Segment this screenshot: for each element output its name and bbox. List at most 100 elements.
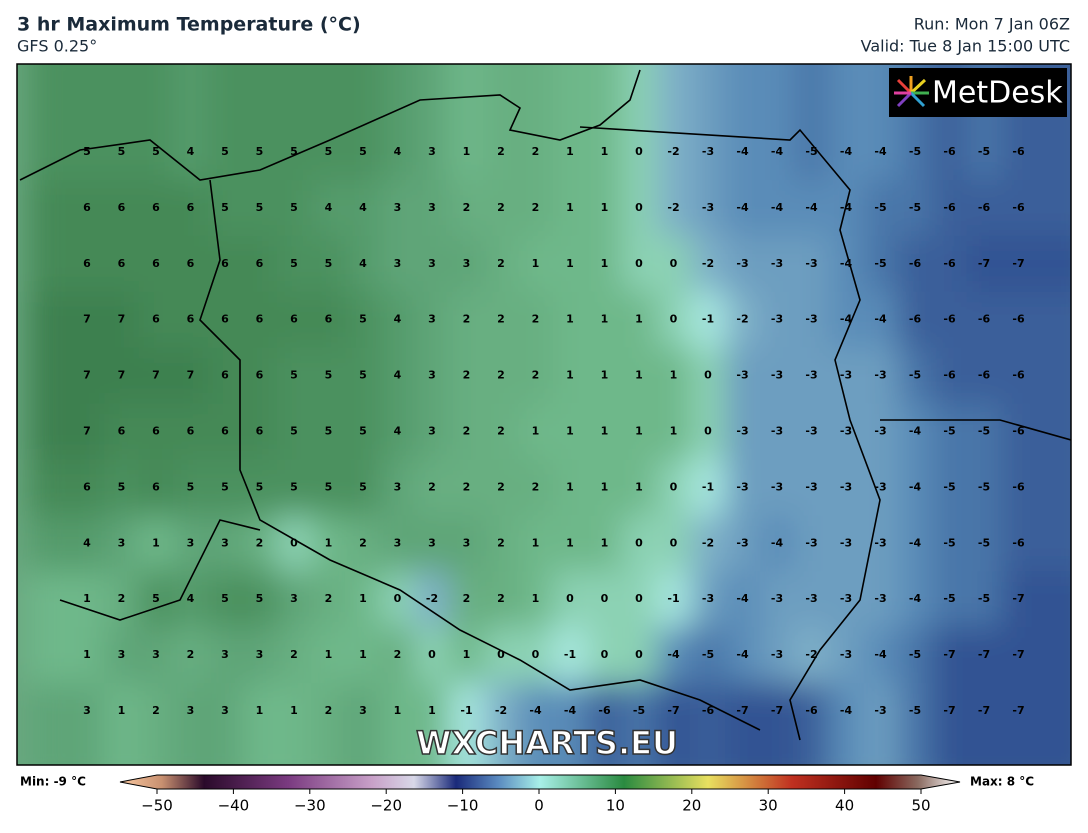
grid-value: 6 — [187, 257, 195, 270]
field-cell — [794, 403, 830, 461]
field-cell — [1001, 179, 1071, 237]
grid-value: 2 — [187, 648, 195, 661]
grid-value: -3 — [874, 425, 886, 438]
field-cell — [690, 403, 727, 461]
grid-value: 2 — [497, 313, 505, 326]
field-cell — [345, 64, 382, 181]
field-cell — [725, 459, 761, 517]
grid-value: 5 — [256, 480, 264, 493]
grid-value: 5 — [359, 145, 367, 158]
grid-value: -5 — [978, 145, 990, 158]
field-cell — [414, 515, 451, 573]
field-cell — [932, 627, 968, 685]
field-cell — [104, 683, 140, 765]
field-cell — [483, 571, 520, 629]
grid-value: 2 — [325, 704, 333, 717]
field-cell — [518, 403, 554, 461]
grid-value: -3 — [840, 648, 852, 661]
grid-value: 5 — [290, 201, 298, 214]
field-cell — [759, 291, 796, 349]
grid-value: 2 — [532, 369, 540, 382]
field-cell — [27, 571, 106, 629]
field-cell — [518, 459, 554, 517]
field-cell — [794, 683, 830, 765]
grid-value: 2 — [463, 201, 471, 214]
grid-value: 2 — [497, 536, 505, 549]
grid-value: 4 — [394, 369, 402, 382]
grid-value: -6 — [978, 313, 991, 326]
grid-value: 6 — [256, 425, 264, 438]
field-cell — [656, 347, 692, 405]
grid-value: -6 — [702, 704, 715, 717]
field-cell — [207, 459, 244, 517]
colorbar-tick-label: −50 — [141, 797, 173, 815]
grid-value: 0 — [635, 145, 643, 158]
grid-value: 2 — [359, 536, 367, 549]
field-cell — [587, 235, 623, 293]
grid-value: 3 — [83, 704, 91, 717]
field-cell — [311, 179, 347, 237]
field-cell — [207, 627, 244, 685]
field-cell — [621, 627, 658, 685]
field-cell — [897, 291, 934, 349]
grid-value: -5 — [909, 201, 921, 214]
grid-value: 3 — [428, 536, 436, 549]
field-cell — [966, 459, 1003, 517]
grid-value: 6 — [256, 313, 264, 326]
field-cell — [207, 291, 244, 349]
grid-value: 6 — [221, 313, 229, 326]
field-cell — [380, 459, 416, 517]
field-cell — [345, 683, 382, 765]
grid-value: 2 — [532, 313, 540, 326]
field-cell — [380, 179, 416, 237]
field-cell — [380, 347, 416, 405]
grid-value: 3 — [428, 313, 436, 326]
field-cell — [311, 403, 347, 461]
grid-value: 2 — [497, 145, 505, 158]
grid-value: 0 — [428, 648, 436, 661]
field-cell — [414, 683, 451, 765]
grid-value: 0 — [670, 313, 678, 326]
field-cell — [552, 515, 589, 573]
field-cell — [276, 347, 313, 405]
grid-value: 2 — [325, 592, 333, 605]
field-cell — [380, 235, 416, 293]
field-cell — [725, 683, 761, 765]
grid-value: 2 — [532, 201, 540, 214]
grid-value: 1 — [463, 145, 471, 158]
grid-value: 1 — [566, 313, 574, 326]
grid-value: 2 — [497, 425, 505, 438]
grid-value: 1 — [566, 480, 574, 493]
field-cell — [587, 683, 623, 765]
field-cell — [690, 347, 727, 405]
grid-value: 3 — [359, 704, 367, 717]
grid-value: -7 — [1012, 257, 1024, 270]
grid-value: -6 — [598, 704, 611, 717]
grid-value: -3 — [736, 425, 748, 438]
grid-value: -3 — [840, 425, 852, 438]
grid-value: -4 — [771, 536, 784, 549]
grid-value: 5 — [359, 425, 367, 438]
grid-value: 2 — [497, 201, 505, 214]
field-cell — [27, 64, 106, 181]
grid-value: -3 — [805, 480, 817, 493]
grid-value: 6 — [187, 425, 195, 438]
borders — [19, 69, 1071, 741]
field-cell — [725, 403, 761, 461]
valid-time: Valid: Tue 8 Jan 15:00 UTC — [861, 37, 1070, 56]
field-cell — [552, 64, 589, 181]
field-cell — [449, 683, 485, 765]
field-cell — [242, 459, 278, 517]
grid-value: 6 — [152, 201, 160, 214]
field-cell — [587, 459, 623, 517]
field-cell — [932, 683, 968, 765]
grid-value: 5 — [221, 145, 229, 158]
field-cell — [656, 515, 692, 573]
grid-value: 3 — [256, 648, 264, 661]
field-cell — [966, 347, 1003, 405]
field-cell — [311, 64, 347, 181]
grid-value: 1 — [118, 704, 126, 717]
field-cell — [690, 64, 727, 181]
field-cell — [518, 515, 554, 573]
grid-value: 1 — [601, 536, 609, 549]
